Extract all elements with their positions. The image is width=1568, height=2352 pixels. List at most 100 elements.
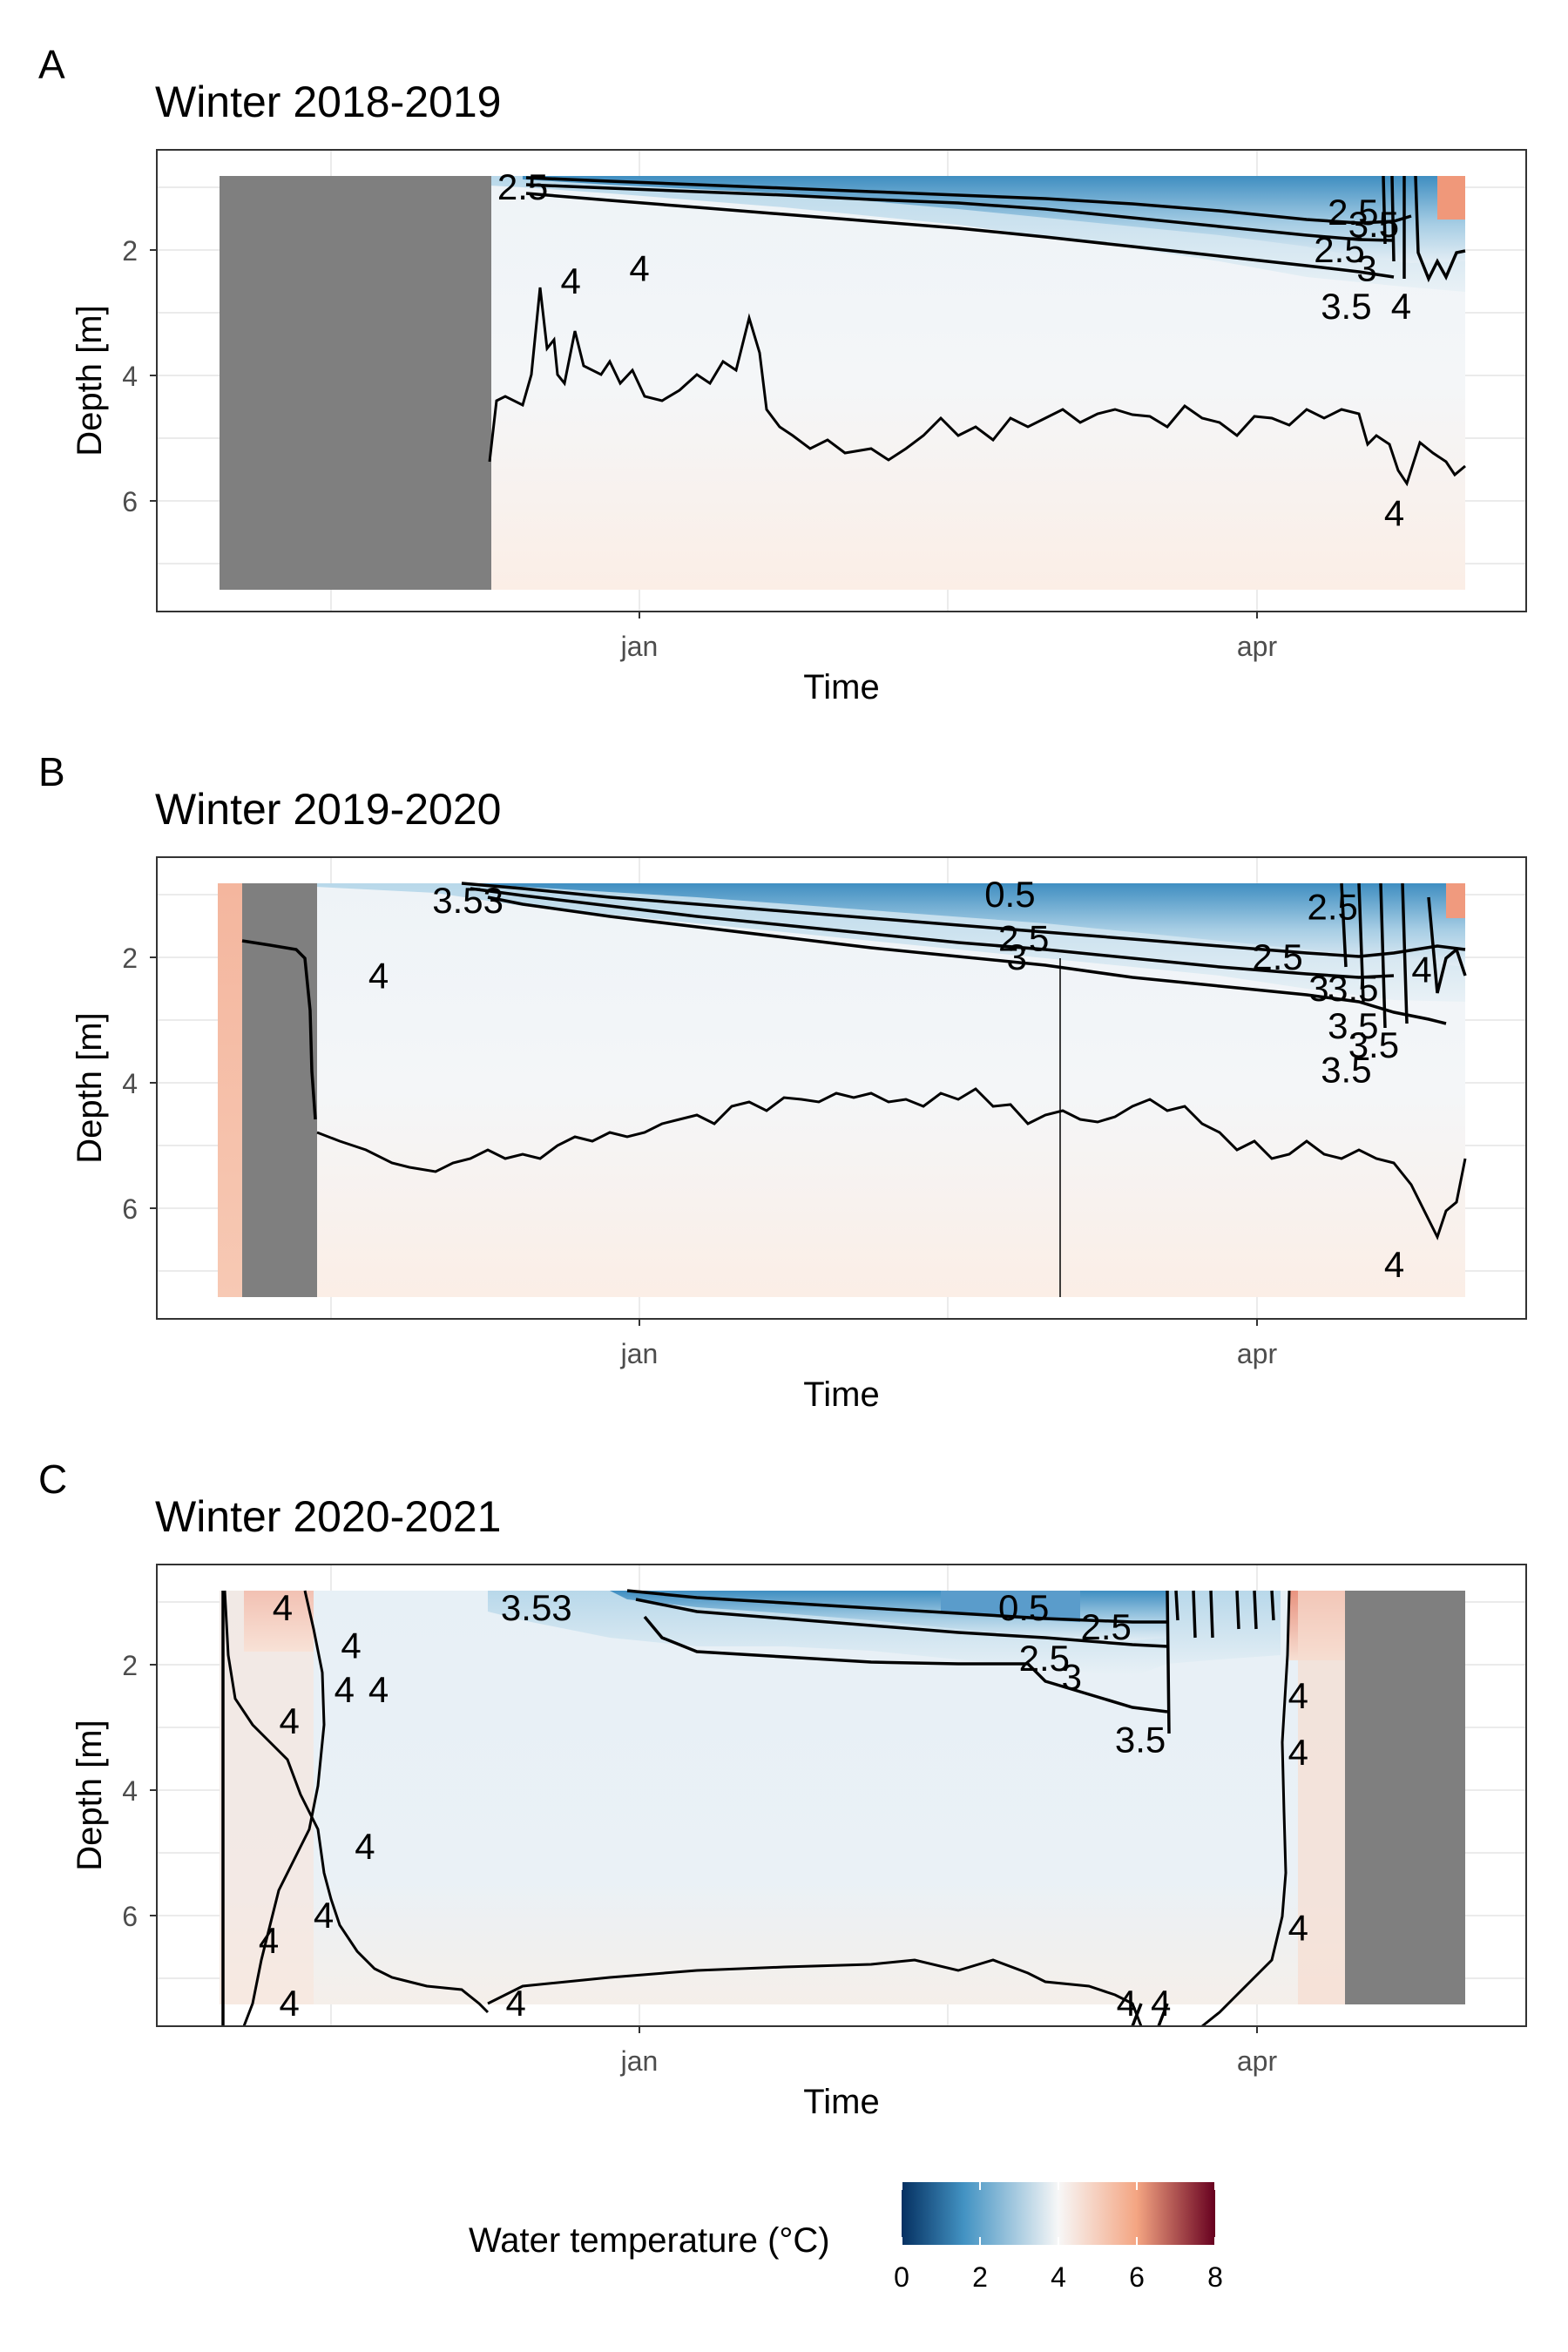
contour-label: 4	[629, 248, 649, 289]
panel-letter: A	[38, 42, 65, 87]
contour-labels: 2.54 42.53.52.533.5 44	[497, 166, 1411, 533]
panel-letter: B	[38, 749, 65, 794]
contour-label: 4	[368, 1669, 389, 1710]
isotherm-lines	[488, 175, 1466, 487]
contour-label: 2.5	[1081, 1606, 1132, 1647]
contour-label: 2.5	[1308, 886, 1358, 927]
contour-label: 0.5	[998, 1587, 1049, 1628]
plot-border	[156, 149, 1527, 612]
y-tick-label: 2	[122, 943, 138, 974]
contour-label: 3.5	[1115, 1719, 1166, 1760]
contour-label: 4	[561, 260, 581, 301]
isotherm-lines	[241, 882, 1467, 1297]
contour-label: 4	[355, 1826, 375, 1867]
contour-label: 3.5	[1321, 286, 1371, 327]
contour-label: 3.5	[1328, 1005, 1378, 1046]
contour-label: 4	[368, 956, 389, 997]
contour-label: 4	[280, 1700, 300, 1741]
legend-tick-label: 2	[972, 2261, 988, 2293]
panel-letter: C	[38, 1456, 67, 1502]
panel-title: Winter 2018-2019	[155, 78, 501, 126]
contour-label: 3.5	[1328, 968, 1378, 1009]
contour-label: 4	[1117, 1983, 1137, 2024]
y-axis: 2 4 6 Depth [m]	[71, 235, 157, 517]
panel-a: A Winter 2018-2019 2.54 42.53.52.533.5 44	[38, 42, 1527, 706]
contour-label: 4	[280, 1983, 300, 2024]
isotherm-lines	[221, 1589, 1291, 2028]
contour-label: 4	[1151, 1983, 1171, 2024]
x-axis: jan apr Time	[620, 612, 1278, 706]
contour-label: 3.5	[1348, 204, 1399, 245]
contour-label: 4	[1384, 1244, 1404, 1285]
contour-label: 4	[341, 1625, 361, 1666]
contour-label: 3	[1062, 1656, 1082, 1697]
y-tick-label: 2	[122, 235, 138, 267]
y-axis: 2 4 6 Depth [m]	[71, 1650, 157, 1932]
contour-label: 0.5	[984, 874, 1035, 915]
contour-label: 4	[1391, 286, 1411, 327]
contour-label: 3	[1007, 936, 1027, 977]
y-axis-title: Depth [m]	[71, 1012, 109, 1163]
y-axis-title: Depth [m]	[71, 305, 109, 456]
y-tick-label: 4	[122, 1068, 138, 1099]
plot-border	[156, 1564, 1527, 2027]
y-tick-label: 4	[122, 361, 138, 392]
missing-data-block	[242, 883, 317, 1297]
contour-label: 2.5	[998, 917, 1049, 958]
contour-label: 3.5	[1348, 1024, 1399, 1065]
y-tick-label: 2	[122, 1650, 138, 1681]
contour-label: 3	[1308, 968, 1328, 1009]
y-axis-title: Depth [m]	[71, 1720, 109, 1870]
temperature-field	[220, 1591, 1465, 2004]
contour-label: 4	[1288, 1675, 1308, 1716]
panel-title: Winter 2020-2021	[155, 1492, 501, 1541]
x-axis: jan apr Time	[620, 1319, 1278, 1414]
panel-title: Winter 2019-2020	[155, 785, 501, 834]
y-tick-label: 6	[122, 1901, 138, 1932]
legend-tick-label: 8	[1207, 2261, 1223, 2293]
contour-label: 4	[506, 1983, 526, 2024]
contour-label: 4	[335, 1669, 355, 1710]
contour-label: 3.5	[1321, 1050, 1371, 1091]
colorbar-legend: Water temperature (°C) 0 2 4 6 8	[469, 2182, 1223, 2293]
contour-label: 4	[1288, 1907, 1308, 1948]
legend-tick-label: 0	[894, 2261, 909, 2293]
contour-label: 4	[259, 1920, 279, 1961]
missing-data-block	[1345, 1591, 1465, 2004]
x-tick-label: apr	[1237, 1338, 1278, 1369]
x-axis-title: Time	[803, 2083, 879, 2121]
contour-label: 2.5	[1019, 1638, 1070, 1679]
legend-tick-label: 6	[1129, 2261, 1145, 2293]
x-tick-label: jan	[620, 2045, 659, 2077]
y-axis: 2 4 6 Depth [m]	[71, 943, 157, 1225]
x-tick-label: jan	[620, 1338, 659, 1369]
panel-b: B Winter 2019-2020 3	[38, 749, 1527, 1414]
contour-label: 4	[314, 1895, 334, 1936]
x-axis-title: Time	[803, 668, 879, 706]
contour-label: 4	[273, 1587, 293, 1628]
x-tick-label: jan	[620, 631, 659, 662]
contour-label: 2.5	[1314, 229, 1364, 270]
contour-label: 4	[1411, 949, 1431, 990]
contour-label: 3	[1356, 248, 1376, 289]
legend-tick-label: 4	[1051, 2261, 1066, 2293]
contour-label: 4	[1384, 492, 1404, 533]
contour-label: 2.5	[497, 166, 548, 207]
y-tick-label: 4	[122, 1775, 138, 1807]
x-axis: jan apr Time	[620, 2026, 1278, 2121]
contour-label: 3.53	[501, 1587, 572, 1628]
contour-label: 2.5	[1328, 192, 1378, 233]
contour-label: 2.5	[1252, 936, 1302, 977]
x-axis-title: Time	[803, 1375, 879, 1414]
x-tick-label: apr	[1237, 631, 1278, 662]
y-tick-label: 6	[122, 1193, 138, 1225]
temperature-field	[218, 883, 1465, 1297]
colorbar	[902, 2182, 1215, 2245]
missing-data-block	[220, 176, 491, 590]
y-tick-label: 6	[122, 486, 138, 517]
legend-title: Water temperature (°C)	[469, 2221, 830, 2260]
x-tick-label: apr	[1237, 2045, 1278, 2077]
